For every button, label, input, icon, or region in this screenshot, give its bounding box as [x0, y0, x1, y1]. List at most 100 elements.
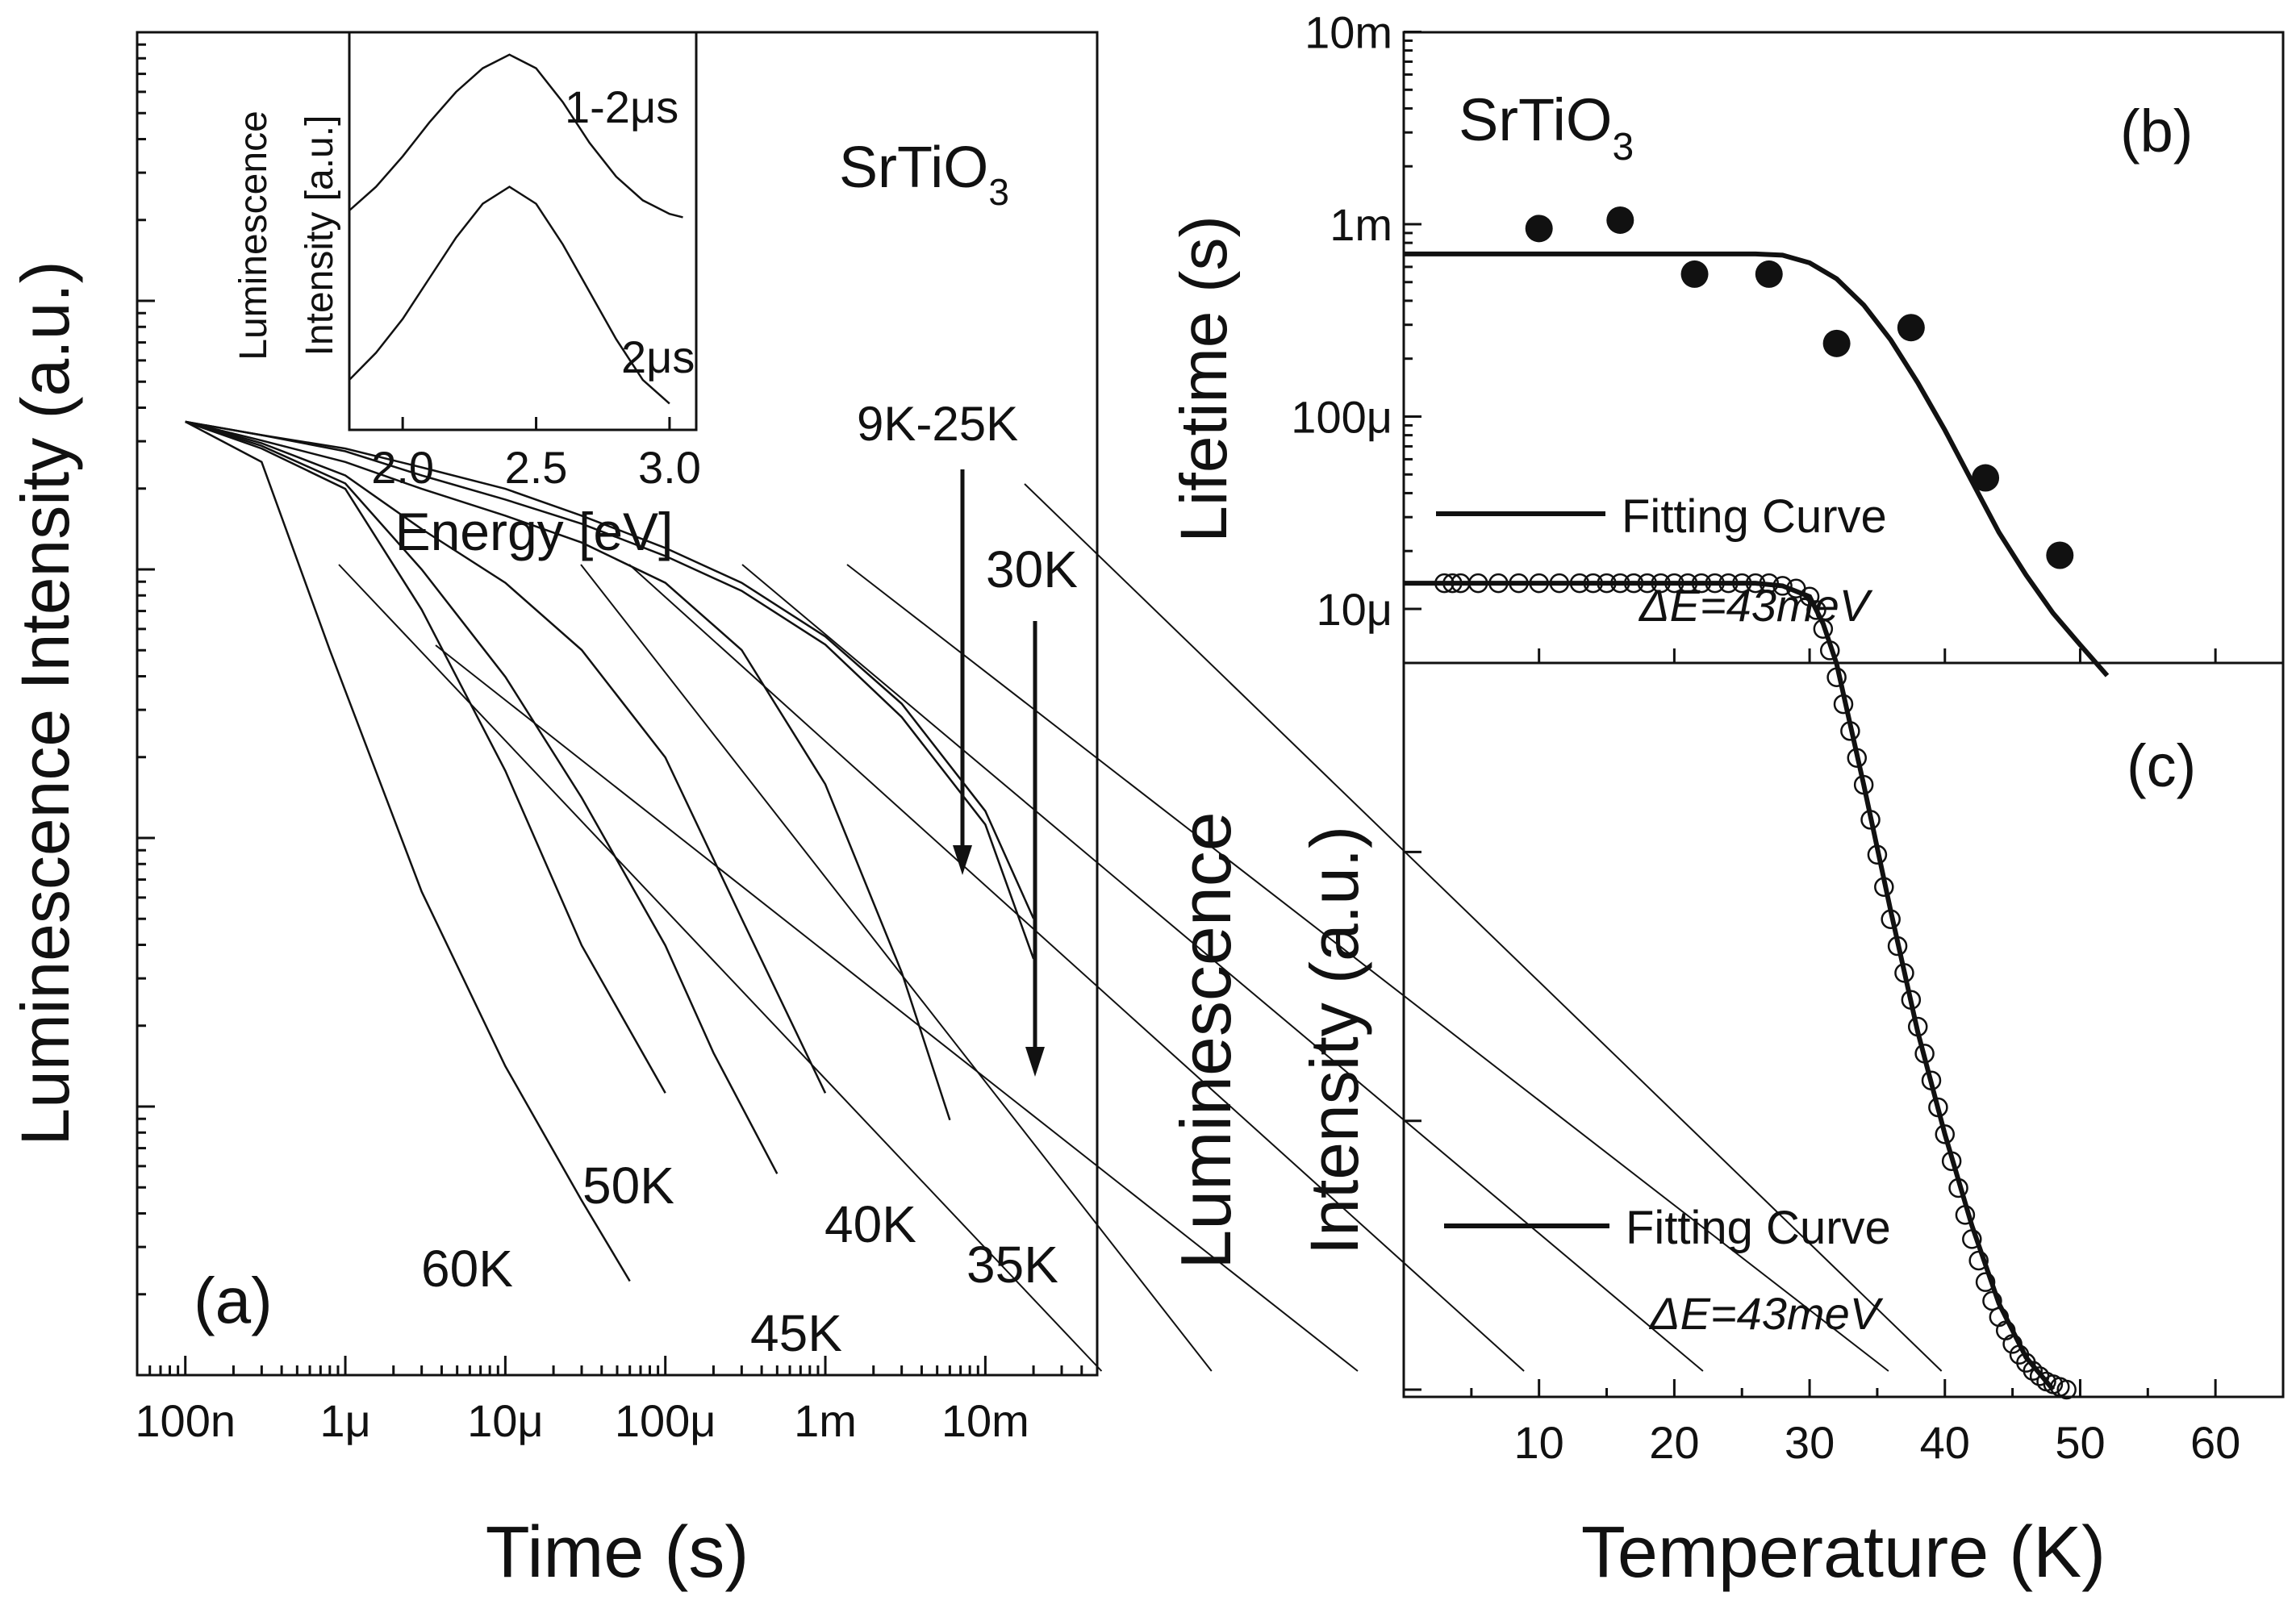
- inset-x-tick-label: 2.0: [371, 442, 434, 493]
- panel-a: 100n 1μ 10μ 100μ 1m 10m Luminescence Intensit…: [7, 31, 1943, 1593]
- panel-b-fit-line: [1404, 251, 2110, 677]
- panel-c-xlabel: Temperature (K): [1581, 1512, 2106, 1593]
- panel-b-plot: [1404, 206, 2110, 677]
- panel-c-data-point: [1887, 936, 1908, 957]
- panel-a-guide-line: [1024, 483, 1943, 1372]
- panel-b-data-point: [2046, 541, 2074, 569]
- panel-c-data-point: [1759, 573, 1780, 594]
- panel-c-x-tick-label: 20: [1649, 1417, 1699, 1468]
- panel-c-data-point: [1867, 844, 1888, 865]
- panel-c-data-point: [1921, 1070, 1942, 1090]
- panel-c-data-point: [1806, 600, 1826, 620]
- panel-c-data-point: [1509, 573, 1529, 594]
- panel-b-data-point: [1755, 260, 1783, 288]
- panel-a-guide-line: [580, 564, 1213, 1372]
- panel-a-guide-line: [846, 564, 1889, 1372]
- panel-b-material-base: SrTiO: [1459, 86, 1612, 153]
- panel-a-guide-line: [628, 564, 1525, 1372]
- inset-series-line-0: [349, 53, 683, 219]
- panel-c-data-point: [1962, 1229, 1982, 1249]
- panel-b-y-tick-label: 10μ: [1316, 584, 1392, 635]
- panel-a-x-tick-label: 1μ: [319, 1395, 370, 1446]
- panel-a-material-subscript: 3: [988, 171, 1009, 213]
- inset-xlabel: Energy [eV]: [395, 502, 674, 561]
- panel-c-data-point: [2056, 1379, 2077, 1400]
- panel-c-data-point: [1718, 573, 1739, 594]
- panel-c-data-point: [1610, 573, 1630, 594]
- panel-c-data-point: [2023, 1361, 2043, 1381]
- panel-c-data-point: [1833, 694, 1854, 715]
- panel-a-axes: 100n 1μ 10μ 100μ 1m 10m: [135, 31, 1099, 1446]
- panel-b-axes: 10μ 100μ 1m 10m: [1291, 7, 2217, 663]
- series-line-30k: [185, 420, 1035, 960]
- inset-series-label-1-2us: 1-2μs: [565, 81, 678, 132]
- series-label-60k: 60K: [421, 1240, 513, 1298]
- panel-a-guide-lines: [338, 483, 1943, 1372]
- panel-b-delta-e: ΔE=43meV: [1638, 580, 1873, 631]
- series-label-50k: 50K: [582, 1157, 674, 1215]
- panel-a-x-tick-label: 100n: [135, 1395, 236, 1446]
- panel-c-data-point: [1860, 810, 1881, 830]
- panel-c-data-point: [2002, 1334, 2023, 1354]
- panel-b-data-point: [1680, 260, 1709, 288]
- inset-axes: 2.0 2.5 3.0: [371, 417, 701, 493]
- panel-c-x-tick-label: 30: [1785, 1417, 1835, 1468]
- panel-b-y-tick-label: 100μ: [1291, 392, 1392, 443]
- panel-a-x-tick-label: 1m: [794, 1395, 857, 1446]
- panel-c-data-point: [1914, 1044, 1935, 1064]
- panel-c-data-point: [1881, 909, 1901, 929]
- panel-c-data-point: [1529, 573, 1549, 594]
- panel-b: 10μ 100μ 1m 10m Lifetime (s) (b) SrTiO3 Fit…: [1167, 7, 2285, 677]
- series-line-9k-25k: [185, 420, 1035, 919]
- panel-c-data-point: [1948, 1178, 1968, 1198]
- panel-c-data-point: [1955, 1205, 1976, 1225]
- panel-b-data-point: [1606, 206, 1634, 234]
- series-label-35k: 35K: [966, 1236, 1058, 1294]
- panel-a-xlabel: Time (s): [486, 1512, 749, 1593]
- panel-c-data-point: [1623, 573, 1644, 594]
- panel-c-data-point: [1597, 573, 1617, 594]
- panel-b-y-tick-label: 10m: [1305, 7, 1392, 58]
- panel-c: 10 20 30 40 50 60 Luminescence Intensity (a.u…: [1166, 573, 2285, 1593]
- panel-c-data-point: [1941, 1151, 1962, 1171]
- panel-a-ylabel: Luminescence Intensity (a.u.): [7, 261, 83, 1145]
- panel-c-data-point: [1813, 619, 1834, 640]
- panel-b-material: SrTiO3: [1459, 86, 1634, 169]
- panel-c-data-point: [1901, 990, 1922, 1010]
- panel-c-data-point: [1488, 573, 1509, 594]
- panel-c-data-point: [1745, 573, 1766, 594]
- panel-a-decay-curves: [185, 420, 1035, 1282]
- inset: 2.0 2.5 3.0 1-2μs 2μs Energy [eV] Luminesc…: [232, 31, 701, 561]
- panel-c-delta-e: ΔE=43meV: [1648, 1288, 1884, 1339]
- panel-b-ylabel: Lifetime (s): [1167, 215, 1241, 543]
- panel-c-data-point: [1691, 573, 1712, 594]
- panel-c-data-point: [1968, 1250, 1989, 1271]
- arrow-9k-25k: [953, 469, 972, 875]
- panel-c-data-point: [1982, 1290, 2002, 1311]
- panel-c-x-tick-label: 10: [1514, 1417, 1564, 1468]
- series-line-40k: [185, 420, 827, 1094]
- panel-c-data-point: [1569, 573, 1590, 594]
- panel-a-guide-line: [338, 564, 1103, 1372]
- series-label-45k: 45K: [750, 1304, 842, 1362]
- panel-a-guide-line: [435, 644, 1359, 1372]
- panel-c-x-tick-label: 50: [2055, 1417, 2105, 1468]
- panel-c-data-point: [1705, 573, 1725, 594]
- panel-c-data-point: [1677, 573, 1698, 594]
- panel-c-data-point: [1894, 963, 1914, 983]
- panel-c-data-point: [1731, 573, 1752, 594]
- panel-c-data-point: [1847, 748, 1868, 768]
- series-label-30k: 30K: [986, 540, 1078, 598]
- panel-c-data-point: [1853, 774, 1874, 795]
- series-line-60k: [185, 420, 631, 1282]
- panel-c-frame: [1402, 661, 2285, 1398]
- series-label-40k: 40K: [824, 1195, 916, 1253]
- inset-series-label-2us: 2μs: [621, 331, 695, 382]
- panel-c-data-point: [1840, 721, 1860, 741]
- inset-x-tick-label: 3.0: [638, 442, 701, 493]
- series-line-50k: [185, 420, 666, 1094]
- inset-spectra: [349, 53, 683, 405]
- inset-x-tick-label: 2.5: [505, 442, 568, 493]
- inset-ylabel-line2: Intensity [a.u.]: [298, 115, 341, 356]
